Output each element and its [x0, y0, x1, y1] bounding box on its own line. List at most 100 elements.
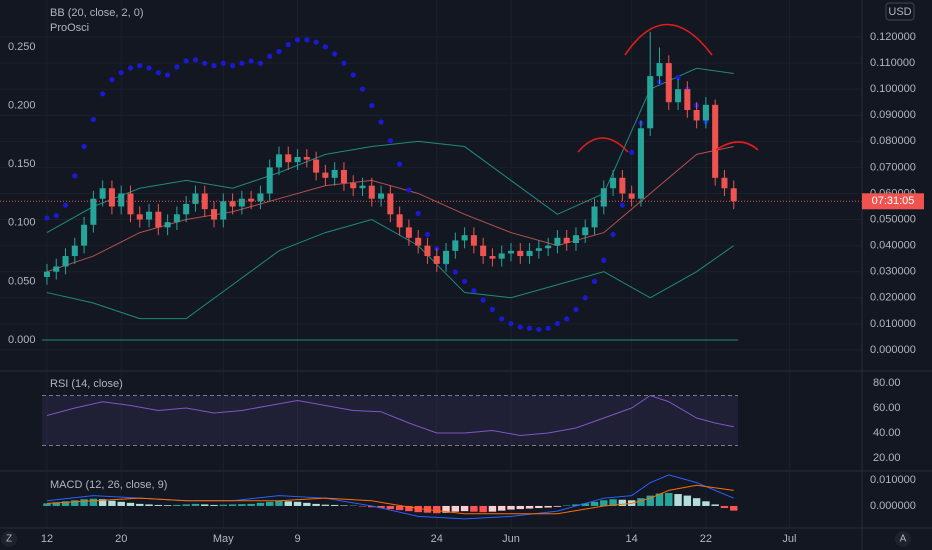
- currency[interactable]: USD: [888, 6, 911, 18]
- macd-histogram-bar: [219, 504, 228, 506]
- marks: [0, 31, 862, 520]
- candle-body: [378, 193, 385, 199]
- macd-histogram-bar: [525, 505, 534, 509]
- x-tick-label: 20: [115, 533, 127, 545]
- prosci-legend: ProOsci: [50, 22, 89, 34]
- x-tick-label: 12: [41, 533, 53, 545]
- x-tick-label: May: [213, 533, 234, 545]
- candle-body: [238, 198, 245, 207]
- candle-body: [443, 250, 450, 264]
- candle-body: [136, 214, 143, 220]
- candle-body: [71, 245, 78, 257]
- candle-body: [563, 237, 570, 244]
- candle-body: [610, 177, 617, 189]
- candle-body: [285, 154, 292, 163]
- candle-body: [712, 104, 719, 178]
- macd-histogram-bar: [498, 505, 506, 511]
- prosci-dot: [536, 326, 542, 333]
- prosci-dot: [526, 325, 533, 331]
- auto-scale-button[interactable]: [895, 531, 911, 547]
- y-tick-label: 0.000000: [870, 500, 916, 512]
- prosci-dot: [248, 58, 254, 64]
- prosci-dot: [220, 60, 226, 66]
- candle-body: [173, 214, 180, 223]
- candle-body: [164, 222, 171, 228]
- y-tick-label: 60.00: [873, 402, 901, 414]
- candle-body: [489, 256, 496, 259]
- macd-histogram-bar: [535, 505, 543, 509]
- y2-tick-label: 0.200: [8, 99, 36, 111]
- x-tick-label: 9: [294, 533, 300, 545]
- candle-body: [470, 235, 477, 246]
- candle-body: [155, 211, 162, 228]
- candle-body: [303, 156, 310, 160]
- candle-body: [331, 170, 338, 178]
- macd-histogram-bar: [637, 498, 645, 506]
- prosci-dot: [406, 187, 412, 193]
- prosci-dot: [471, 288, 477, 294]
- y-tick-label: 0.070000: [870, 161, 916, 173]
- macd-histogram-bar: [386, 505, 395, 510]
- zoom-button-label[interactable]: Z: [6, 534, 12, 545]
- macd-histogram-bar: [368, 505, 376, 508]
- candle-body: [526, 250, 533, 257]
- y-tick-label: 0.100000: [870, 83, 916, 95]
- macd-histogram-bar: [590, 501, 599, 506]
- prosci-dot: [619, 202, 625, 208]
- macd-histogram-bar: [284, 501, 292, 506]
- prosci-dot: [341, 60, 347, 66]
- zoom-button[interactable]: [1, 531, 17, 547]
- y-tick-label: 0.110000: [870, 57, 915, 69]
- macd-histogram-bar: [655, 493, 664, 506]
- candle-body: [619, 177, 626, 194]
- prosci-dot: [72, 173, 78, 179]
- macd-histogram-bar: [609, 499, 617, 506]
- candle-body: [554, 237, 561, 246]
- prosci-dot: [629, 149, 635, 156]
- prosci-dot: [165, 72, 171, 78]
- candle-body: [220, 201, 227, 220]
- macd-histogram-bar: [414, 505, 422, 513]
- macd-histogram-bar: [395, 505, 404, 511]
- candle-body: [433, 256, 440, 264]
- prosci-dot: [369, 102, 375, 109]
- macd-histogram-bar: [358, 505, 367, 507]
- y-tick-label: 0.120000: [870, 31, 916, 43]
- indicator-line: [46, 484, 734, 515]
- drawing-left-shoulder: [577, 137, 629, 153]
- currency-button[interactable]: [885, 2, 915, 21]
- y-tick-label: 0.090000: [870, 109, 916, 121]
- macd-histogram-bar: [702, 501, 710, 506]
- candle-body: [730, 188, 737, 202]
- macd-histogram-bar: [562, 505, 571, 506]
- candle-body: [62, 256, 69, 267]
- prosci-dot: [285, 41, 291, 48]
- prosci-dot: [591, 278, 598, 284]
- candle-body: [702, 104, 709, 121]
- candle-body: [368, 185, 375, 199]
- candle-body: [257, 193, 264, 202]
- last-price-tag: [862, 193, 924, 210]
- prosci-dot: [554, 320, 561, 327]
- macd-histogram-bar: [61, 501, 70, 506]
- prosci-dot: [109, 77, 115, 83]
- candle-body: [480, 245, 487, 257]
- y-tick-label: 0.020000: [870, 292, 916, 304]
- candle-body: [424, 245, 431, 257]
- x-tick-label: Jun: [502, 533, 520, 545]
- candle-body: [99, 188, 106, 199]
- macd-histogram-bar: [692, 498, 701, 506]
- candle-body: [675, 89, 682, 103]
- candle-body: [108, 188, 115, 207]
- prosci-dot: [239, 60, 245, 66]
- rsi-band: [42, 395, 738, 446]
- prosci-dot: [313, 39, 319, 45]
- macd-histogram-bar: [553, 505, 562, 507]
- candle-body: [127, 193, 134, 215]
- macd-histogram-bar: [238, 504, 246, 506]
- auto-scale-label[interactable]: A: [900, 534, 907, 545]
- y-tick-label: 40.00: [873, 427, 901, 439]
- macd-histogram-bar: [711, 504, 719, 506]
- prosci-dot: [424, 231, 431, 238]
